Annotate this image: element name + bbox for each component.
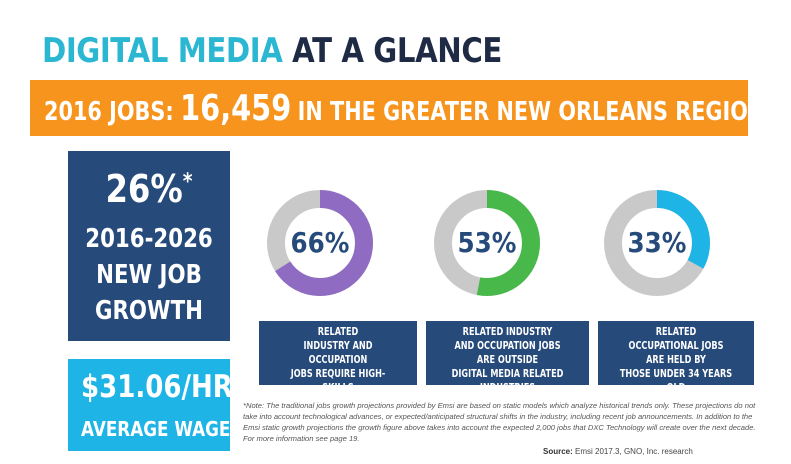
banner-tail: IN THE GREATER NEW ORLEANS REGION xyxy=(297,97,766,127)
donut-desc-3: OF DIGITAL MEDIA RELATED OCCUPATIONAL JO… xyxy=(598,312,754,394)
desc-3-line-1: OF DIGITAL MEDIA RELATED xyxy=(634,312,718,338)
donut-svg-2 xyxy=(434,190,540,296)
projection-note: *Note: The traditional jobs growth proje… xyxy=(243,401,756,443)
donut-label-3: 33% xyxy=(627,226,687,259)
source-label: Source: xyxy=(543,447,573,456)
growth-line1: 2016-2026 xyxy=(85,224,213,254)
source-credit: Source: Emsi 2017.3, GNO, Inc. research xyxy=(543,447,693,456)
wages-box: $31.06/HR AVERAGE WAGES xyxy=(68,359,243,451)
donut-arc-2 xyxy=(434,190,540,296)
growth-line2: NEW JOB xyxy=(96,260,202,290)
banner-label: 2016 JOBS: xyxy=(44,97,174,127)
growth-percent: 26%* xyxy=(105,167,193,211)
desc-1-line-3: JOBS REQUIRE HIGH-SKILLS xyxy=(290,368,386,394)
donut-chart-1: 66% xyxy=(265,188,375,298)
desc-2-line-2: AND OCCUPATION JOBS ARE OUTSIDE xyxy=(454,340,561,366)
donut-desc-2: OF DIGITAL MEDIA RELATED INDUSTRY AND OC… xyxy=(426,312,589,394)
donut-desc-1: OF DIGITAL MEDIA RELATED INDUSTRY AND OC… xyxy=(259,312,417,394)
wages-amount: $31.06/HR xyxy=(80,369,233,405)
desc-3-line-3: THOSE UNDER 34 YEARS OLD xyxy=(619,368,733,394)
donut-svg-1 xyxy=(267,190,373,296)
desc-2-line-1: OF DIGITAL MEDIA RELATED INDUSTRY xyxy=(462,312,553,338)
source-text: Emsi 2017.3, GNO, Inc. research xyxy=(575,447,693,456)
donut-chart-3: 33% xyxy=(602,188,712,298)
title-part2: AT A GLANCE xyxy=(292,31,502,71)
growth-line3: GROWTH xyxy=(95,296,203,326)
desc-2-line-3: DIGITAL MEDIA RELATED INDUSTRIES xyxy=(451,368,564,394)
donut-svg-3 xyxy=(604,190,710,296)
title-part1: DIGITAL MEDIA xyxy=(42,31,283,71)
donut-arc-1 xyxy=(267,190,373,296)
growth-asterisk: * xyxy=(182,169,193,195)
desc-3-line-2: OCCUPATIONAL JOBS ARE HELD BY xyxy=(628,340,724,366)
donut-label-2: 53% xyxy=(457,226,517,259)
desc-1-line-2: INDUSTRY AND OCCUPATION xyxy=(303,340,373,366)
jobs-banner: 2016 JOBS: 16,459 IN THE GREATER NEW ORLEA… xyxy=(30,80,765,136)
donut-chart-2: 53% xyxy=(432,188,542,298)
donut-arc-3 xyxy=(604,190,710,296)
page-title: DIGITAL MEDIA AT A GLANCE xyxy=(42,34,502,68)
desc-1-line-1: OF DIGITAL MEDIA RELATED xyxy=(296,312,380,338)
job-growth-box: 26%* 2016-2026 NEW JOB GROWTH xyxy=(68,151,230,341)
wages-label: AVERAGE WAGES xyxy=(80,417,243,441)
donut-label-1: 66% xyxy=(290,226,350,259)
banner-value: 16,459 xyxy=(180,88,292,129)
